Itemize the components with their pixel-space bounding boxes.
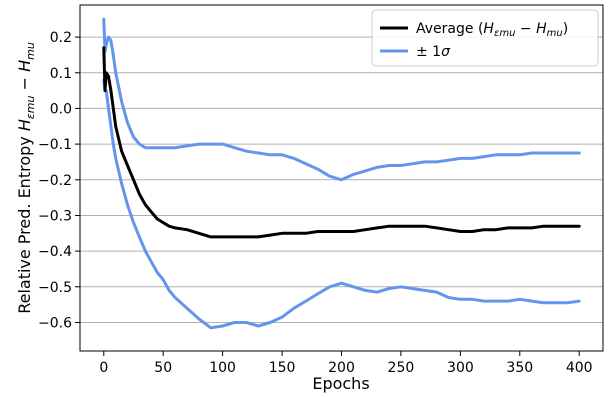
y-tick-label: −0.6: [38, 316, 72, 332]
x-tick-label: 150: [269, 360, 296, 376]
y-tick-label: 0.0: [50, 101, 72, 117]
x-tick-label: 350: [506, 360, 533, 376]
x-tick-label: 250: [388, 360, 415, 376]
y-axis-label: Relative Pred. Entropy Hεmu − Hmu: [15, 42, 37, 314]
legend: Average (Hεmu − Hmu) ± 1σ: [371, 9, 599, 67]
y-tick-label: 0.2: [50, 30, 72, 46]
legend-label-sigma: ± 1σ: [416, 44, 451, 60]
x-tick-label: 0: [99, 360, 108, 376]
y-tick-label: −0.1: [38, 137, 72, 153]
series-line-sigma-upper: [102, 17, 581, 182]
x-tick-label: 50: [154, 360, 172, 376]
y-tick-label: −0.4: [38, 244, 72, 260]
legend-label-average: Average (Hεmu − Hmu): [416, 21, 568, 39]
y-tick-label: −0.5: [38, 280, 72, 296]
x-tick-label: 300: [447, 360, 474, 376]
series-layer: [102, 17, 581, 330]
tick-layer: 0.2 0.1 0.0 −0.1 −0.2 −0.3 −0.4 −0.5 −0.6 0 50 100 1…: [38, 30, 593, 376]
y-tick-label: −0.2: [38, 173, 72, 189]
x-axis-label: Epochs: [312, 374, 369, 393]
legend-box: [371, 9, 599, 67]
series-line-average: [102, 46, 581, 239]
x-tick-label: 200: [328, 360, 355, 376]
series-line-sigma-lower: [102, 78, 581, 330]
x-tick-label: 400: [566, 360, 593, 376]
x-tick-label: 100: [209, 360, 236, 376]
y-tick-label: 0.1: [50, 66, 72, 82]
y-tick-label: −0.3: [38, 209, 72, 225]
